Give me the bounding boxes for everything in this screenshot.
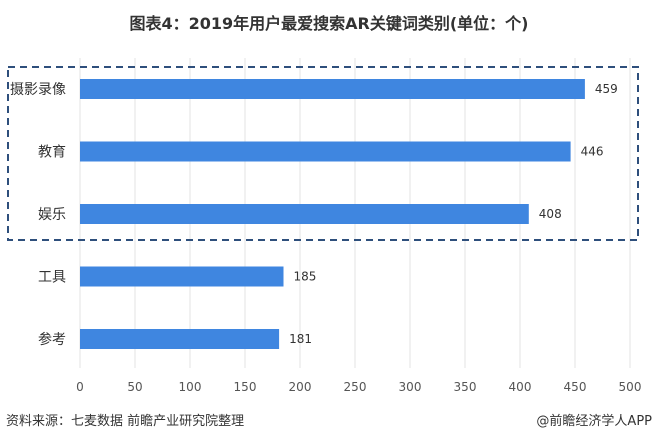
x-tick-label: 250: [344, 380, 367, 394]
data-label: 408: [539, 207, 562, 221]
x-tick-label: 400: [509, 380, 532, 394]
bar: [80, 204, 529, 224]
x-tick-label: 450: [564, 380, 587, 394]
data-label: 446: [581, 145, 604, 159]
x-tick-label: 0: [76, 380, 84, 394]
highlight-box: [7, 66, 639, 241]
x-tick-label: 100: [179, 380, 202, 394]
bar: [80, 329, 280, 349]
category-label: 摄影录像: [10, 82, 66, 98]
bar: [80, 141, 571, 162]
source-note: 资料来源：七麦数据 前瞻产业研究院整理: [6, 414, 245, 429]
category-label: 工具: [38, 270, 66, 286]
x-tick-label: 150: [234, 380, 257, 394]
x-tick-label: 350: [454, 380, 477, 394]
bar: [80, 79, 585, 99]
x-tick-label: 500: [619, 380, 642, 394]
bar: [80, 266, 284, 287]
chart-title: 图表4：2019年用户最爱搜索AR关键词类别(单位：个): [129, 14, 529, 33]
x-tick-label: 300: [399, 380, 422, 394]
data-label: 181: [289, 332, 312, 346]
credit-note: @前瞻经济学人APP: [536, 414, 652, 429]
data-label: 459: [595, 82, 618, 96]
category-label: 参考: [38, 331, 66, 348]
data-label: 185: [294, 270, 317, 284]
x-tick-label: 200: [289, 380, 312, 394]
category-label: 娱乐: [38, 207, 66, 223]
x-tick-label: 50: [127, 380, 142, 394]
category-label: 教育: [38, 145, 66, 161]
